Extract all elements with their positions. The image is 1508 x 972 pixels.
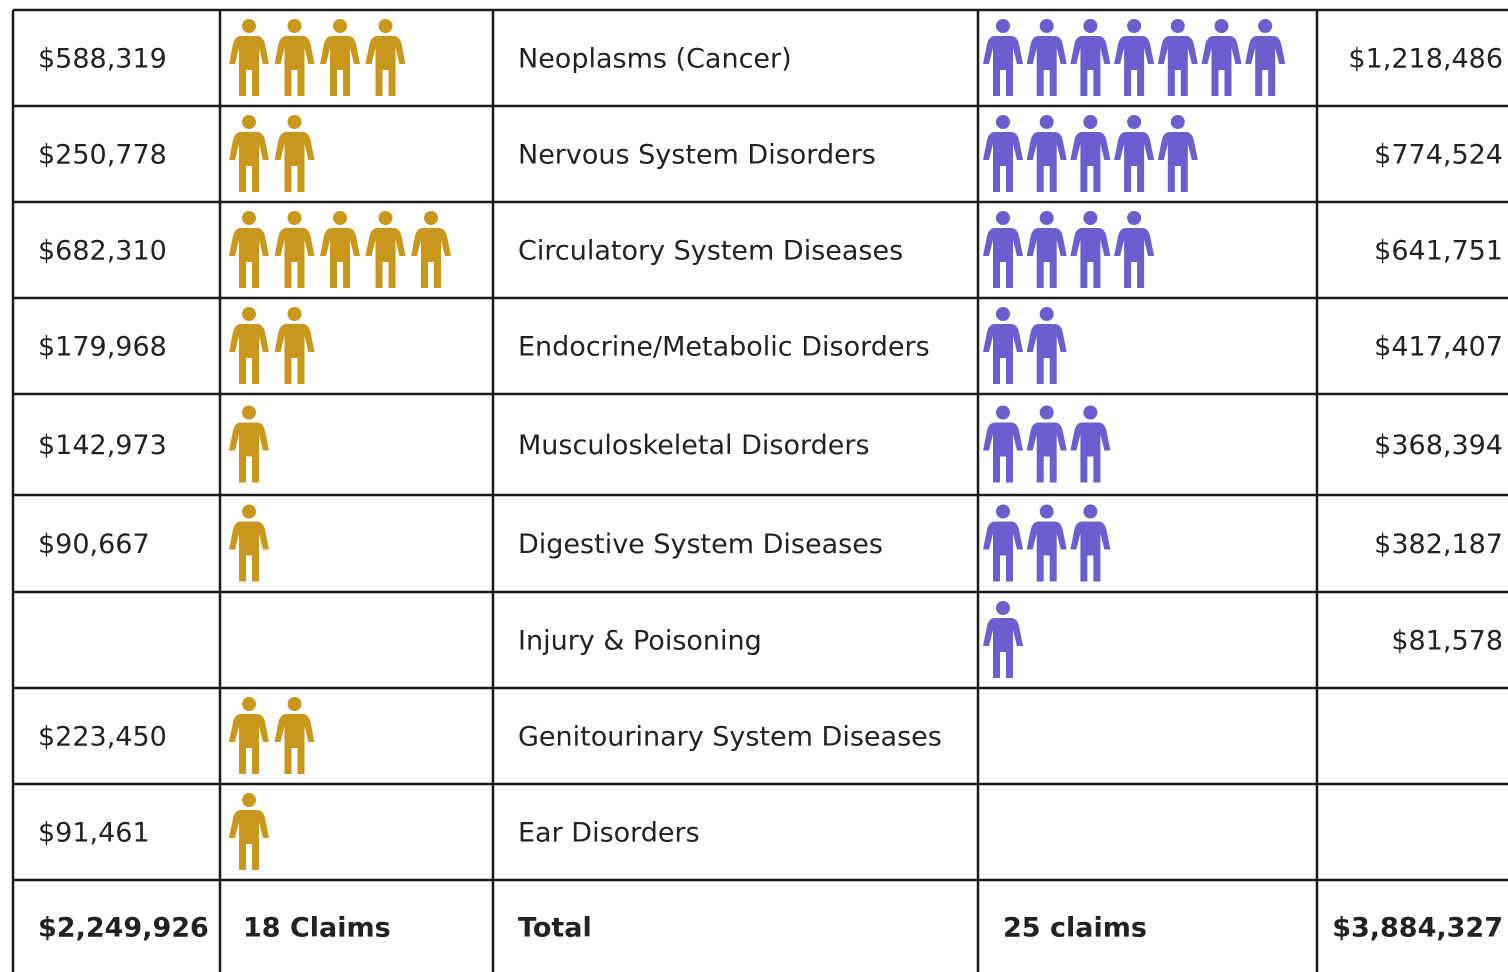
right-amount: $417,407	[1374, 332, 1503, 363]
category: Injury & Poisoning	[518, 626, 762, 657]
category: Endocrine/Metabolic Disorders	[518, 332, 930, 363]
person-icon	[274, 19, 315, 96]
person-icon	[320, 211, 360, 288]
person-icon	[1026, 115, 1067, 192]
person-icon	[229, 307, 269, 384]
person-icon	[983, 405, 1023, 483]
total-left-claims: 18 Claims	[243, 913, 391, 944]
person-icon	[229, 504, 269, 582]
category: Nervous System Disorders	[518, 140, 876, 171]
person-icon	[1157, 19, 1198, 96]
person-icon	[1245, 19, 1286, 96]
category: Ear Disorders	[518, 818, 700, 849]
person-icon	[274, 307, 315, 384]
right-amount: $774,524	[1374, 140, 1503, 171]
total-right-amount: $3,884,327	[1332, 913, 1503, 944]
person-icon	[983, 19, 1023, 96]
person-icon	[365, 19, 406, 96]
left-amount: $588,319	[38, 44, 167, 75]
person-icon	[1070, 405, 1111, 483]
person-icon	[1070, 504, 1111, 582]
person-icon	[320, 19, 360, 96]
total-right-claims: 25 claims	[1003, 913, 1147, 944]
left-amount: $90,667	[38, 529, 150, 560]
person-icon	[1070, 211, 1111, 288]
category: Digestive System Diseases	[518, 529, 883, 560]
person-icon	[274, 697, 315, 774]
person-icon	[229, 211, 269, 288]
category: Circulatory System Diseases	[518, 236, 903, 267]
person-icon	[274, 115, 315, 192]
person-icon	[365, 211, 406, 288]
person-icon	[1114, 115, 1155, 192]
person-icon	[983, 115, 1023, 192]
right-amount: $81,578	[1391, 626, 1503, 657]
person-icon	[1026, 504, 1067, 582]
category: Musculoskeletal Disorders	[518, 430, 870, 461]
person-icon	[1026, 211, 1067, 288]
person-icon	[1026, 405, 1067, 483]
left-amount: $682,310	[38, 236, 167, 267]
person-icon	[229, 697, 269, 774]
person-icon	[1070, 19, 1111, 96]
person-icon	[229, 115, 269, 192]
right-amount: $641,751	[1374, 236, 1503, 267]
total-left-amount: $2,249,926	[38, 913, 209, 944]
person-icon	[1114, 211, 1155, 288]
person-icon	[1114, 19, 1155, 96]
person-icon	[983, 211, 1023, 288]
person-icon	[229, 19, 269, 96]
person-icon	[274, 211, 315, 288]
person-icon	[1026, 19, 1067, 96]
person-icon	[1026, 307, 1067, 384]
total-label: Total	[518, 913, 592, 944]
right-amount: $368,394	[1374, 430, 1503, 461]
person-icon	[1070, 115, 1111, 192]
right-amount: $382,187	[1374, 529, 1503, 560]
left-amount: $142,973	[38, 430, 167, 461]
person-icon	[983, 504, 1023, 582]
left-amount: $179,968	[38, 332, 167, 363]
left-amount: $250,778	[38, 140, 167, 171]
category: Genitourinary System Diseases	[518, 722, 942, 753]
right-amount: $1,218,486	[1348, 44, 1503, 75]
category: Neoplasms (Cancer)	[518, 44, 792, 75]
person-icon	[983, 601, 1023, 678]
left-amount: $223,450	[38, 722, 167, 753]
person-icon	[229, 405, 269, 483]
person-icon	[411, 211, 451, 288]
person-icon	[983, 307, 1023, 384]
person-icon	[1157, 115, 1198, 192]
left-amount: $91,461	[38, 818, 150, 849]
person-icon	[229, 793, 269, 870]
person-icon	[1201, 19, 1242, 96]
